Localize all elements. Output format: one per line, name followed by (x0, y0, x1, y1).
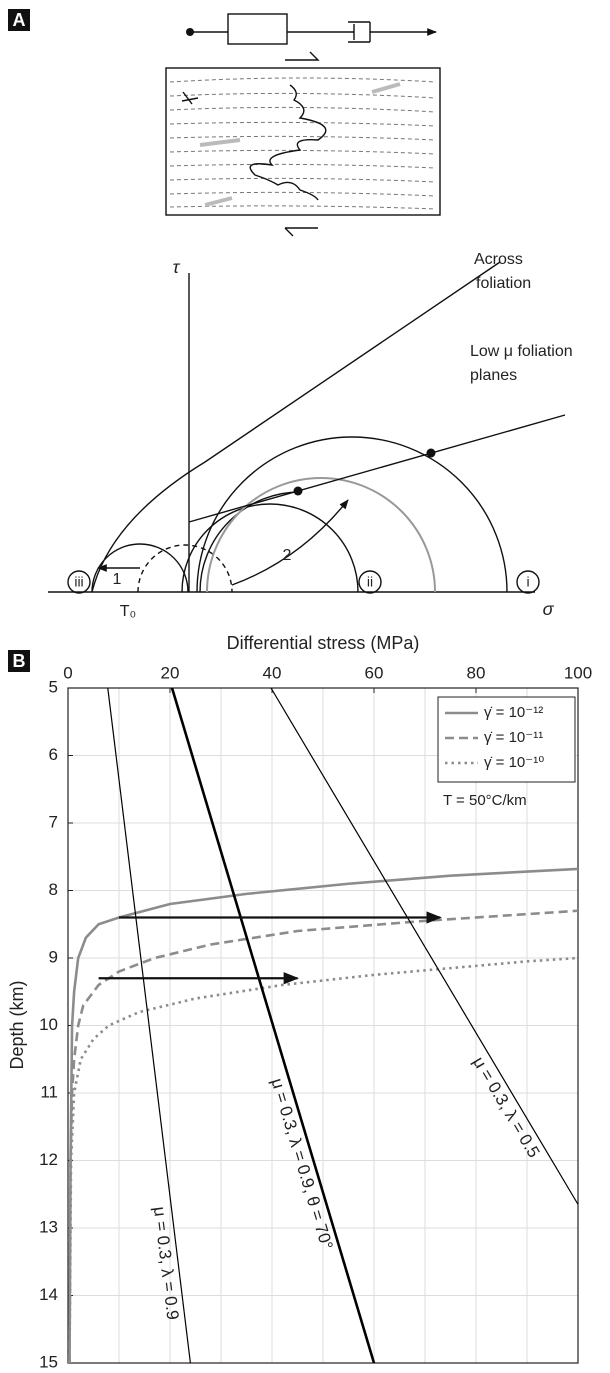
annotation: Low μ foliation (470, 343, 573, 360)
y-tick-label: 15 (39, 1352, 58, 1371)
annotation: foliation (476, 275, 531, 292)
panel-label-box (8, 9, 30, 31)
path-label: 2 (283, 547, 292, 564)
y-tick-label: 12 (39, 1150, 58, 1169)
x-tick-label: 40 (263, 663, 282, 682)
curve (68, 956, 578, 1363)
t0-label: T₀ (120, 603, 136, 620)
curve (68, 867, 578, 1363)
x-axis-title: Differential stress (MPa) (227, 633, 420, 653)
panel-label: B (13, 651, 26, 671)
legend-label: γ̇ = 10⁻¹⁰ (484, 754, 544, 771)
annotation: planes (470, 367, 517, 384)
y-tick-label: 11 (40, 1082, 58, 1101)
foliation-block (165, 51, 441, 237)
x-tick-label: 60 (365, 663, 384, 682)
x-tick-label: 20 (161, 663, 180, 682)
mohr-diagram: τ σ T₀ Across foliation Low μ foliation … (48, 251, 573, 620)
line-label: μ = 0.3, λ = 0.5 (469, 1053, 543, 1160)
legend-label: γ̇ = 10⁻¹² (484, 704, 543, 721)
legend-label: γ̇ = 10⁻¹¹ (484, 729, 543, 746)
circle-label: ii (367, 574, 373, 590)
strength-line (170, 688, 376, 1363)
sigma-label: σ (543, 599, 555, 619)
tau-label: τ (173, 257, 181, 277)
circle-label: i (526, 574, 529, 590)
circle-label: iii (74, 574, 83, 590)
y-tick-label: 8 (49, 880, 58, 899)
strength-line (270, 688, 578, 1205)
legend-note: T = 50°C/km (443, 792, 527, 809)
panel-label: A (13, 10, 26, 30)
y-tick-label: 10 (39, 1015, 58, 1034)
line-label: μ = 0.3, λ = 0.9 (150, 1206, 183, 1321)
x-tick-label: 100 (564, 663, 592, 682)
panel-a: A τ σ T₀ (8, 9, 573, 620)
x-tick-label: 80 (467, 663, 486, 682)
panel-label-box (8, 650, 30, 672)
y-tick-label: 6 (49, 745, 58, 764)
annotation: Across (474, 251, 523, 268)
legend-box (437, 696, 576, 783)
line-label: μ = 0.3, λ = 0.9, θ = 70° (267, 1076, 336, 1252)
y-tick-label: 7 (49, 812, 58, 831)
strength-line (107, 688, 191, 1363)
rheology-symbol (186, 13, 437, 45)
x-tick-label: 0 (63, 663, 72, 682)
path-label: 1 (113, 571, 122, 588)
y-axis-title: Depth (km) (7, 980, 27, 1069)
plot-area: 0 20 40 60 80 100 5 6 7 8 9 10 11 12 13 14 15 μ = 0.3, λ … (39, 663, 592, 1371)
y-tick-label: 13 (39, 1217, 58, 1236)
y-tick-label: 5 (49, 677, 58, 696)
y-tick-label: 14 (39, 1285, 58, 1304)
y-tick-label: 9 (49, 947, 58, 966)
